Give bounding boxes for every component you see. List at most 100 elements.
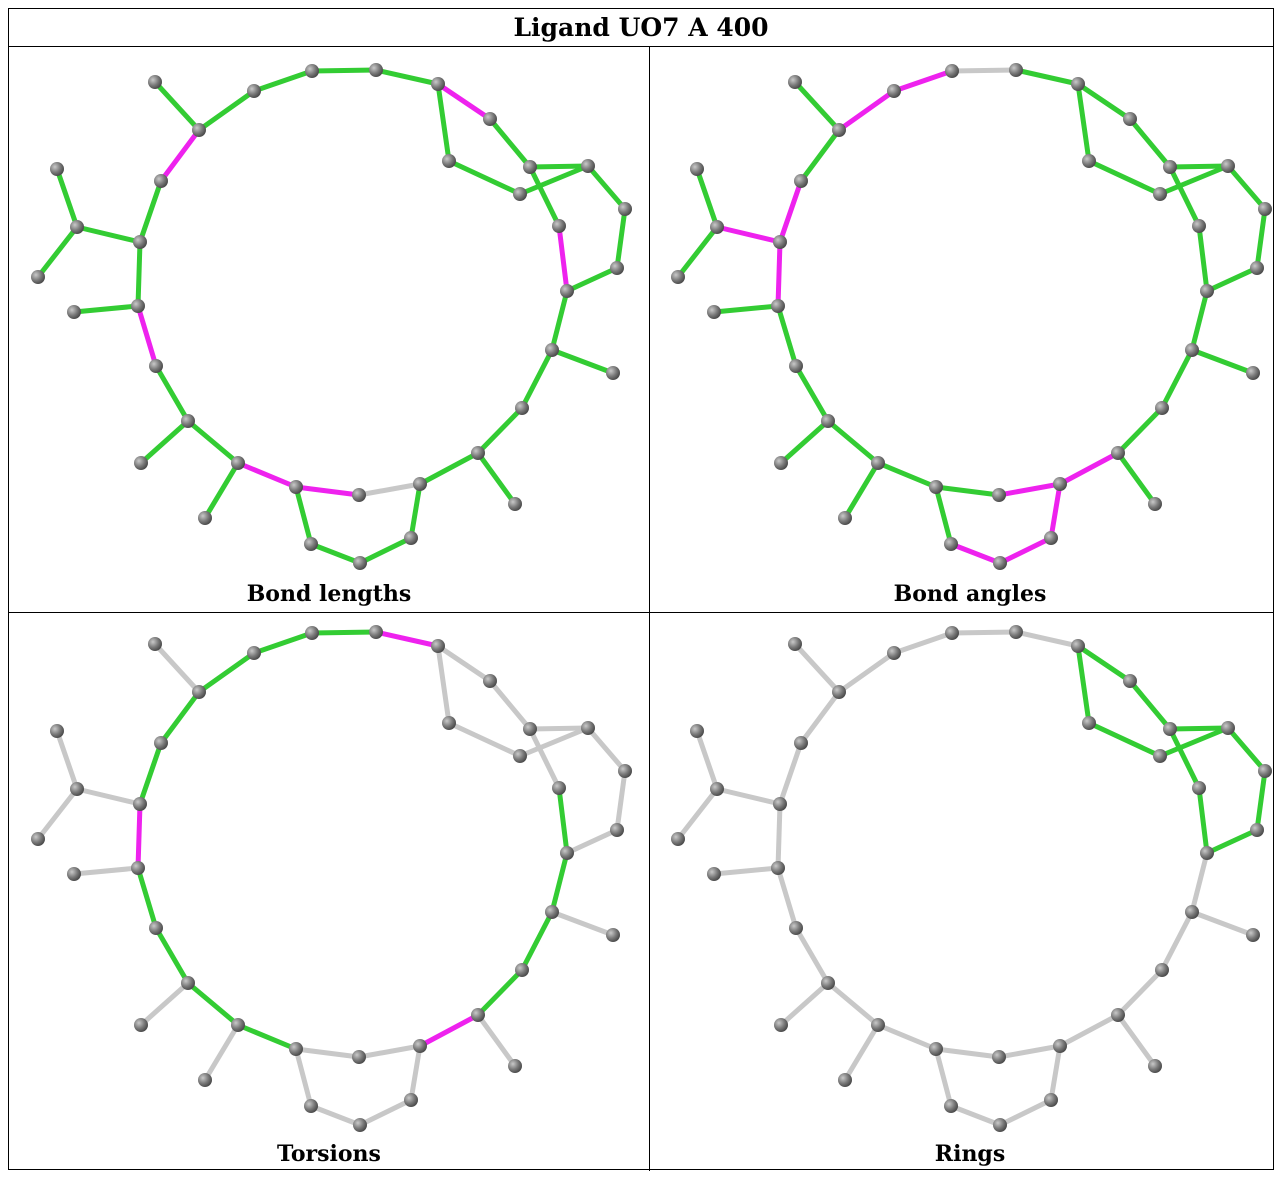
bond-ok: [373, 67, 441, 87]
atom: [353, 1118, 367, 1132]
atom: [993, 556, 1007, 570]
atom: [1192, 781, 1206, 795]
bond-neutral: [675, 786, 720, 842]
bond-neutral: [152, 641, 202, 695]
bond-ok: [1075, 643, 1133, 684]
atom: [929, 480, 943, 494]
atom: [1071, 639, 1085, 653]
atom: [1111, 1008, 1125, 1022]
atom: [404, 1093, 418, 1107]
bond-neutral: [1189, 909, 1256, 938]
bond-neutral: [517, 725, 591, 759]
atom: [606, 928, 620, 942]
bond-neutral: [585, 725, 628, 774]
bond-ok: [293, 484, 314, 547]
bond-neutral: [308, 1103, 363, 1128]
table-title: Ligand UO7 A 400: [9, 9, 1273, 47]
bond-ok: [778, 418, 831, 466]
atom: [1250, 823, 1264, 837]
bond-neutral: [564, 827, 620, 856]
bond-outlier: [417, 1012, 481, 1049]
atom: [789, 921, 803, 935]
atom: [993, 1118, 1007, 1132]
molecule-view-bond-angles: [671, 63, 1272, 570]
atom: [1221, 159, 1235, 173]
atom: [1123, 674, 1137, 688]
bond-ok: [1225, 725, 1268, 774]
bond-ok: [1196, 785, 1210, 856]
bond-ok: [158, 689, 202, 746]
bond-ok: [152, 79, 202, 133]
bond-ok: [585, 163, 628, 212]
molecule-view-torsions: [31, 625, 632, 1132]
bond-ok: [1167, 164, 1202, 229]
atom: [133, 235, 147, 249]
atom: [352, 1050, 366, 1064]
atom: [1009, 63, 1023, 77]
bond-ok: [202, 460, 241, 521]
atom: [192, 123, 206, 137]
atom: [413, 477, 427, 491]
atom: [552, 219, 566, 233]
bond-ok: [1157, 725, 1231, 759]
bond-neutral: [1115, 1012, 1158, 1069]
atom: [1053, 477, 1067, 491]
bond-neutral: [948, 1103, 1003, 1128]
atom: [289, 1042, 303, 1056]
bond-ok: [153, 925, 191, 986]
atom: [690, 162, 704, 176]
bond-ok: [517, 163, 591, 197]
atom: [545, 905, 559, 919]
bond-ok: [196, 88, 257, 133]
bond-neutral: [54, 728, 80, 792]
bond-ok: [1254, 206, 1268, 271]
bond-ok: [435, 81, 452, 164]
bond-neutral: [825, 980, 881, 1028]
atom: [523, 160, 537, 174]
bond-ok: [309, 67, 379, 74]
bond-ok: [1086, 720, 1163, 759]
bond-outlier: [1048, 481, 1063, 541]
bond-ok: [475, 967, 525, 1018]
atom: [1082, 716, 1096, 730]
bond-neutral: [891, 630, 955, 656]
atom: [707, 305, 721, 319]
atom: [945, 64, 959, 78]
atom: [134, 1018, 148, 1032]
bond-neutral: [408, 1043, 423, 1103]
bond-ok: [842, 460, 881, 521]
atom: [618, 764, 632, 778]
molecule-view-bond-lengths: [31, 63, 632, 570]
atom: [618, 202, 632, 216]
atom: [771, 861, 785, 875]
bond-neutral: [1189, 850, 1210, 915]
column-divider: [649, 47, 650, 1171]
bond-ok: [519, 909, 555, 973]
bond-ok: [527, 164, 562, 229]
bond-ok: [1204, 265, 1260, 294]
atom: [133, 797, 147, 811]
bond-ok: [1204, 827, 1260, 856]
bond-ok: [251, 630, 315, 656]
atom: [789, 359, 803, 373]
bond-ok: [74, 224, 143, 245]
atom: [1185, 343, 1199, 357]
bond-ok: [135, 865, 159, 931]
bond-neutral: [793, 925, 831, 986]
atom: [67, 867, 81, 881]
atom: [1009, 625, 1023, 639]
bond-ok: [1115, 450, 1158, 507]
bond-neutral: [777, 740, 804, 807]
atom: [404, 531, 418, 545]
atom: [610, 823, 624, 837]
atom: [247, 646, 261, 660]
bond-ok: [792, 79, 842, 133]
bond-ok: [549, 347, 616, 376]
atom: [1155, 963, 1169, 977]
bond-neutral: [778, 980, 831, 1028]
bond-neutral: [293, 1046, 314, 1109]
atom: [710, 782, 724, 796]
atom: [944, 1099, 958, 1113]
atom: [508, 1059, 522, 1073]
atom: [581, 721, 595, 735]
